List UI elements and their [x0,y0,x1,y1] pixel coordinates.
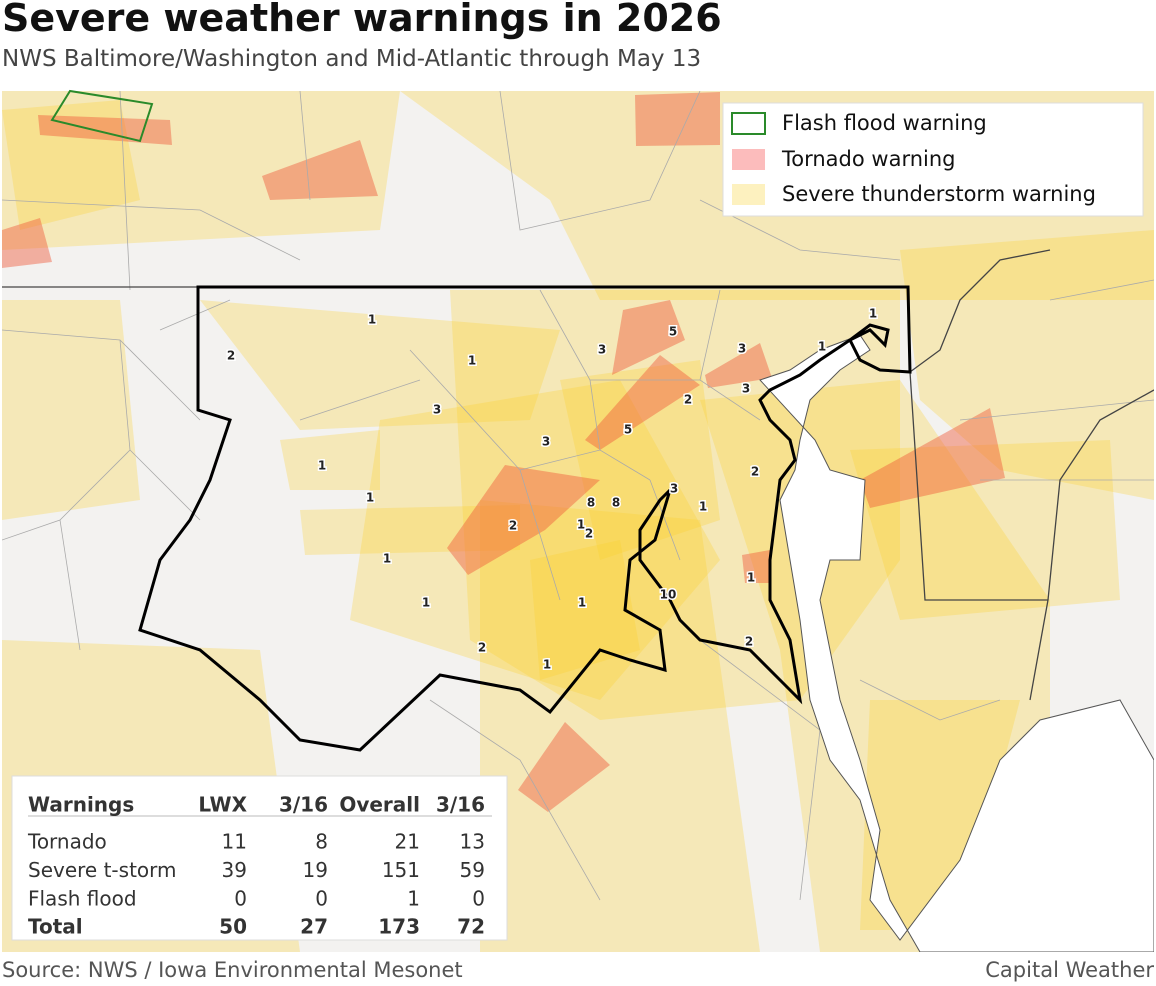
table-cell: 151 [382,858,420,882]
count-label: 3 [742,382,750,396]
legend-box [722,102,1144,217]
count-label: 1 [366,491,374,505]
count-label: 1 [468,354,476,368]
count-label: 3 [542,435,550,449]
maryland-border [138,285,912,752]
table-cell: 0 [315,887,328,911]
table-cell: 19 [303,858,328,882]
count-label: 1 [543,658,551,672]
count-label: 8 [587,496,595,510]
count-label: 3 [433,403,441,417]
source: Source: NWS / Iowa Environmental Mesonet [2,958,463,982]
count-label: 1 [318,459,326,473]
count-label: 1 [368,313,376,327]
count-label: 2 [751,465,759,479]
table-box [11,775,508,941]
county-lines [2,91,1154,901]
table-cell: 27 [300,915,328,939]
table-cell: 50 [219,915,247,939]
count-label: 1 [699,500,707,514]
legend-swatch [731,112,766,135]
table-cell: Flash flood [28,887,137,911]
table-cell: 3/16 [279,793,328,817]
subtitle: NWS Baltimore/Washington and Mid-Atlanti… [2,46,702,72]
table-cell: Tornado [27,830,107,854]
table-cell: Severe t-storm [28,858,177,882]
legend-label: Flash flood warning [782,111,987,135]
count-label: 2 [478,641,486,655]
count-label: 10 [660,588,677,602]
table-cell: 11 [222,830,247,854]
legend-swatch [732,184,765,205]
count-label: 2 [227,349,235,363]
count-label: 5 [624,423,632,437]
count-label: 1 [869,307,877,321]
count-label: 8 [612,496,620,510]
table-cell: 13 [460,830,485,854]
count-label: 2 [509,519,517,533]
tornado-swaths [2,92,1005,812]
credit: Capital Weather [985,958,1154,982]
table-cell: Total [28,915,83,939]
legend: Flash flood warning Tornado warning Seve… [722,102,1144,217]
legend-label: Severe thunderstorm warning [782,182,1096,206]
table-cell: 0 [234,887,247,911]
table-cell: 59 [460,858,485,882]
water [759,334,1154,952]
count-label: 5 [669,325,677,339]
legend-label: Tornado warning [781,147,956,171]
thunderstorm-swaths [2,91,1154,952]
table-cell: Overall [339,793,420,817]
table-cell: 21 [395,830,420,854]
count-label: 1 [747,571,755,585]
count-label: 1 [577,518,585,532]
table-cell: 173 [378,915,420,939]
table-cell: LWX [198,793,247,817]
table-cell: 39 [222,858,247,882]
flash-flood-area [50,89,154,143]
table-cell: 8 [315,830,328,854]
count-label: 2 [684,393,692,407]
table-cell: Warnings [28,793,134,817]
table-cell: 72 [457,915,485,939]
count-label: 2 [585,527,593,541]
legend-swatch [732,149,765,170]
count-label: 1 [818,340,826,354]
table-cell: 3/16 [436,793,485,817]
table-cell: 1 [407,887,420,911]
count-label: 1 [383,552,391,566]
table-cell: 0 [472,887,485,911]
title: Severe weather warnings in 2026 [2,0,722,40]
count-label: 3 [670,482,678,496]
count-label: 1 [422,596,430,610]
count-label: 3 [598,343,606,357]
count-label: 2 [745,635,753,649]
count-label: 1 [578,596,586,610]
count-label: 3 [738,342,746,356]
